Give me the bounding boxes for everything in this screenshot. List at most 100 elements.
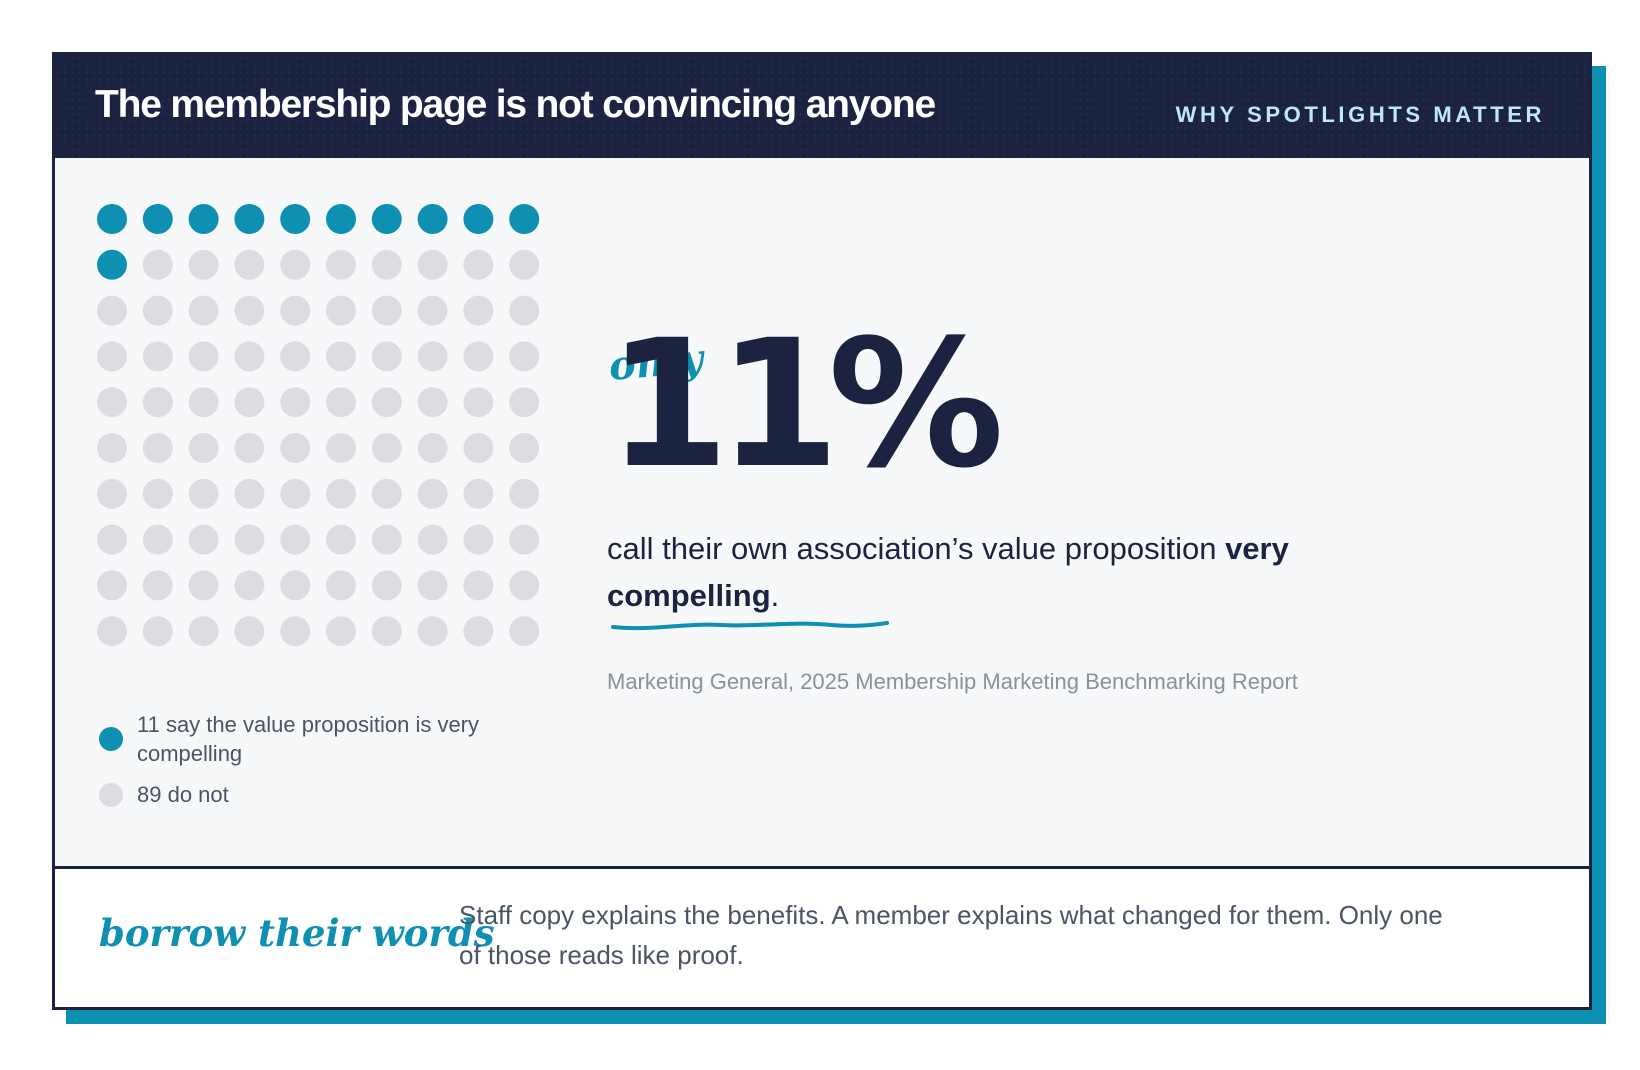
waffle-dot-compelling: [326, 204, 356, 234]
waffle-dot-not: [280, 295, 311, 326]
legend-label-not: 89 do not: [137, 782, 229, 807]
waffle-dot-not: [280, 433, 311, 463]
waffle-dot-not: [142, 524, 173, 555]
waffle-dot-not: [463, 341, 494, 372]
waffle-dot-not: [326, 433, 356, 463]
waffle-dot-not: [188, 433, 219, 463]
waffle-dot-not: [463, 524, 494, 555]
waffle-dot-not: [417, 478, 448, 509]
waffle-dot-not: [234, 524, 265, 555]
waffle-dot-not: [371, 249, 402, 280]
waffle-dot-compelling: [509, 204, 540, 234]
footer-accent: borrow their words: [99, 911, 495, 955]
waffle-dot-not: [509, 524, 540, 555]
waffle-dot-compelling: [188, 204, 219, 234]
waffle-dot-not: [142, 387, 173, 418]
waffle-dot-not: [326, 341, 356, 372]
waffle-dot-not: [188, 387, 219, 418]
infographic-card: The membership page is not convincing an…: [52, 52, 1592, 1010]
waffle-dot-compelling: [463, 204, 494, 234]
waffle-dot-not: [97, 433, 127, 463]
waffle-dot-not: [417, 249, 448, 280]
waffle-dot-not: [371, 478, 402, 509]
waffle-dot-not: [142, 478, 173, 509]
waffle-dot-not: [463, 433, 494, 463]
waffle-dot-not: [97, 478, 127, 509]
waffle-dot-not: [97, 387, 127, 418]
waffle-dot-not: [509, 433, 540, 463]
waffle-dot-not: [234, 249, 265, 280]
waffle-dot-not: [142, 295, 173, 326]
waffle-dot-not: [234, 295, 265, 326]
chart-legend: 11 say the value proposition is very com…: [99, 710, 539, 821]
waffle-dot-not: [371, 616, 402, 647]
waffle-dot-not: [417, 295, 448, 326]
waffle-dot-not: [371, 433, 402, 463]
waffle-dot-not: [142, 249, 173, 280]
legend-swatch-compelling: [99, 727, 123, 751]
squiggle-underline: [611, 621, 889, 631]
section-kicker: WHY SPOTLIGHTS MATTER: [1175, 102, 1545, 127]
waffle-dot-not: [326, 524, 356, 555]
waffle-dot-not: [234, 616, 265, 647]
waffle-dot-not: [97, 295, 127, 326]
waffle-dot-not: [509, 478, 540, 509]
waffle-dot-not: [280, 478, 311, 509]
waffle-dot-not: [97, 524, 127, 555]
legend-swatch-not: [99, 782, 123, 807]
waffle-dot-not: [509, 249, 540, 280]
waffle-dot-not: [234, 570, 265, 601]
waffle-dot-not: [371, 570, 402, 601]
waffle-dot-not: [188, 295, 219, 326]
waffle-dot-not: [188, 478, 219, 509]
waffle-dot-not: [280, 341, 311, 372]
waffle-dot-not: [142, 341, 173, 372]
waffle-dot-not: [417, 433, 448, 463]
waffle-dot-not: [188, 570, 219, 601]
waffle-dot-not: [463, 387, 494, 418]
waffle-dot-not: [142, 433, 173, 463]
waffle-dot-not: [509, 387, 540, 418]
waffle-dot-not: [417, 570, 448, 601]
waffle-dot-not: [326, 570, 356, 601]
waffle-dot-compelling: [97, 249, 127, 280]
waffle-dot-not: [371, 387, 402, 418]
waffle-dot-not: [280, 524, 311, 555]
waffle-dot-not: [280, 570, 311, 601]
source-citation: Marketing General, 2025 Membership Marke…: [607, 669, 1298, 694]
waffle-dot-not: [463, 570, 494, 601]
statement-lead: call their own association’s value propo…: [607, 531, 1226, 566]
waffle-dot-not: [509, 295, 540, 326]
waffle-dot-not: [97, 616, 127, 647]
waffle-dot-compelling: [234, 204, 265, 234]
legend-item-not: 89 do not: [99, 780, 539, 809]
waffle-dot-not: [326, 387, 356, 418]
footer-panel: borrow their words Staff copy explains t…: [55, 866, 1589, 1007]
footer-text: Staff copy explains the benefits. A memb…: [459, 900, 1443, 970]
waffle-dot-not: [326, 295, 356, 326]
waffle-dot-not: [142, 570, 173, 601]
statement-end: .: [770, 578, 780, 613]
waffle-dot-not: [371, 295, 402, 326]
waffle-dot-not: [97, 341, 127, 372]
statement-emphasis: very compelling: [607, 531, 1289, 613]
waffle-dot-not: [509, 341, 540, 372]
waffle-dot-not: [326, 478, 356, 509]
waffle-dot-not: [280, 387, 311, 418]
waffle-dot-not: [463, 478, 494, 509]
waffle-dot-not: [188, 341, 219, 372]
waffle-dot-compelling: [142, 204, 173, 234]
waffle-dot-not: [280, 616, 311, 647]
waffle-dot-not: [417, 616, 448, 647]
waffle-dot-not: [326, 249, 356, 280]
stat-statement: call their own association’s value propo…: [607, 525, 1427, 619]
waffle-dot-not: [142, 616, 173, 647]
waffle-dot-compelling: [97, 204, 127, 234]
waffle-dot-not: [326, 616, 356, 647]
header-bar: The membership page is not convincing an…: [55, 55, 1589, 158]
waffle-dot-not: [234, 478, 265, 509]
waffle-dot-not: [417, 387, 448, 418]
waffle-dot-compelling: [371, 204, 402, 234]
waffle-dot-not: [188, 616, 219, 647]
waffle-dot-compelling: [280, 204, 311, 234]
